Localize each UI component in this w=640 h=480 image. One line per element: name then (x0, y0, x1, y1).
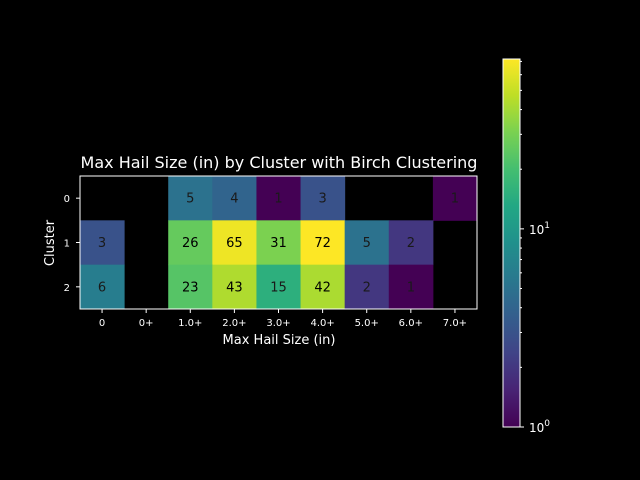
heatmap-cell (212, 176, 257, 221)
y-tick-label: 1 (64, 239, 70, 250)
cell-value-label: 1 (274, 192, 282, 207)
cell-value-label: 5 (363, 236, 371, 251)
cell-value-label: 42 (314, 280, 331, 295)
x-tick-label: 5.0+ (355, 318, 379, 329)
cell-value-label: 65 (226, 236, 243, 251)
heatmap-cell (388, 220, 434, 266)
heatmap-cell (388, 264, 434, 310)
heatmap-cell (212, 220, 257, 266)
x-axis-label: Max Hail Size (in) (223, 333, 336, 348)
cell-value-label: 31 (270, 236, 287, 251)
cell-value-label: 15 (270, 280, 287, 295)
colorbar: 100 101 (502, 58, 550, 435)
cell-value-label: 3 (318, 192, 326, 207)
x-tick-label: 6.0+ (399, 318, 423, 329)
heatmap-cell (80, 264, 125, 310)
cell-value-label: 4 (230, 192, 238, 207)
y-tick-label: 2 (64, 283, 70, 294)
heatmap-cell (256, 220, 302, 266)
heatmap-cells: 5 4 1 3 13 26 65 31 72 5 26 23 43 15 42 2 1 (80, 176, 478, 310)
heatmap-cell (344, 220, 390, 266)
cell-value-label: 23 (182, 280, 199, 295)
cell-value-label: 3 (98, 236, 106, 251)
cell-value-label: 1 (407, 280, 415, 295)
colorbar-bar (502, 58, 521, 428)
heatmap-cell (168, 264, 213, 310)
x-tick-label: 1.0+ (178, 318, 202, 329)
chart-title: Max Hail Size (in) by Cluster with Birch… (81, 153, 478, 172)
heatmap-cell (256, 176, 302, 221)
cell-value-label: 72 (314, 236, 331, 251)
cell-value-label: 2 (407, 236, 415, 251)
heatmap-cell (256, 264, 302, 310)
axis-ticks: 0 0+ 1.0+ 2.0+ 3.0+ 4.0+ 5.0+ 6.0+ 7.0+ 0 1 2 (64, 194, 467, 329)
x-tick-label: 4.0+ (310, 318, 334, 329)
cell-value-label: 6 (98, 280, 106, 295)
x-tick-label: 0 (99, 318, 105, 329)
heatmap-cell (432, 176, 478, 221)
colorbar-tick-label: 101 (529, 221, 550, 237)
heatmap-cell (168, 220, 213, 266)
y-tick-label: 0 (64, 194, 70, 205)
heatmap-cell (212, 264, 257, 310)
cell-value-label: 26 (182, 236, 199, 251)
x-tick-label: 0+ (139, 318, 154, 329)
y-axis-label: Cluster (43, 219, 58, 266)
x-tick-label: 2.0+ (222, 318, 246, 329)
heatmap-cell (300, 264, 346, 310)
heatmap-cell (300, 220, 346, 266)
cell-value-label: 1 (451, 192, 459, 207)
x-tick-label: 7.0+ (443, 318, 467, 329)
colorbar-tick-label: 100 (529, 419, 550, 435)
heatmap-cell (168, 176, 213, 221)
cell-value-label: 5 (186, 192, 194, 207)
x-tick-label: 3.0+ (266, 318, 290, 329)
heatmap-cell (80, 220, 125, 266)
colorbar-ticks: 100 101 (520, 60, 550, 435)
cell-value-label: 2 (363, 280, 371, 295)
heatmap-cell (344, 264, 390, 310)
heatmap-cell (300, 176, 346, 221)
cell-value-label: 43 (226, 280, 243, 295)
